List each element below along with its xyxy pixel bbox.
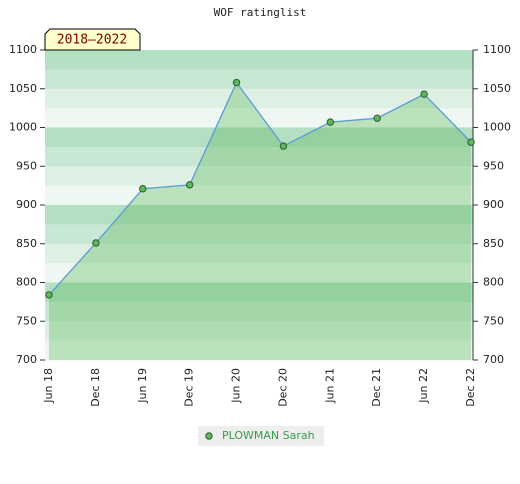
x-tick-label: Dec 21 <box>370 368 383 407</box>
background-stripe <box>45 69 473 90</box>
y-tick-label: 900 <box>16 198 37 211</box>
background-stripe <box>45 282 473 303</box>
point <box>420 90 428 98</box>
background-stripe <box>45 88 473 109</box>
legend-box <box>198 426 324 446</box>
point <box>467 138 475 146</box>
y2-tick-label: 900 <box>483 198 504 211</box>
x-tick-label: Jun 21 <box>323 368 336 404</box>
background-stripe <box>45 108 473 128</box>
background-stripe <box>45 166 473 187</box>
x-tick-label: Jun 20 <box>230 368 243 404</box>
point <box>92 239 100 247</box>
point <box>326 118 335 126</box>
background-stripe <box>45 243 473 264</box>
point <box>139 185 147 193</box>
background-stripe <box>45 205 473 225</box>
x-tick-label: Jun 22 <box>417 368 430 404</box>
y2-tick-label: 850 <box>483 237 504 250</box>
background-stripe <box>45 301 473 322</box>
line <box>48 81 472 296</box>
point <box>373 114 381 122</box>
background-stripe <box>45 146 473 167</box>
x-tick-label: Dec 22 <box>464 368 477 407</box>
point <box>185 181 194 189</box>
area <box>49 82 471 361</box>
background-stripe <box>45 263 473 283</box>
background-stripe <box>45 185 473 206</box>
chart-title: WOF ratinglist <box>214 6 307 19</box>
point <box>45 291 53 299</box>
y2-tick-label: 1050 <box>483 82 511 95</box>
y2-tick-label: 1100 <box>483 43 511 56</box>
x-tick-label: Jun 19 <box>136 368 149 404</box>
y2-tick-label: 750 <box>483 314 504 327</box>
point <box>232 78 241 87</box>
y-tick-label: 850 <box>16 237 37 250</box>
y-tick-label: 800 <box>16 276 37 289</box>
background-stripe <box>45 340 473 361</box>
y2-tick-label: 700 <box>483 353 504 366</box>
y-tick-label: 1050 <box>9 82 37 95</box>
y-tick-label: 950 <box>16 159 37 172</box>
background-stripe <box>45 224 473 245</box>
annotation-box <box>44 28 141 51</box>
y-tick-label: 700 <box>16 353 37 366</box>
legend: PLOWMAN Sarah <box>198 426 324 446</box>
y2-tick-label: 800 <box>483 276 504 289</box>
y2-tick-label: 1000 <box>483 121 511 134</box>
y-tick-label: 750 <box>16 314 37 327</box>
x-tick-label: Dec 19 <box>183 368 196 407</box>
y-tick-label: 1000 <box>9 121 37 134</box>
annotation: 2018–2022 <box>57 33 127 48</box>
x-tick-label: Dec 20 <box>276 368 289 407</box>
legend-label: PLOWMAN Sarah <box>222 429 315 442</box>
point <box>279 142 288 150</box>
background-stripe <box>45 50 473 70</box>
y2-tick-label: 950 <box>483 159 504 172</box>
background-stripe <box>45 127 473 148</box>
legend-marker <box>205 432 213 440</box>
background-stripe <box>45 321 473 342</box>
y-tick-label: 1100 <box>9 43 37 56</box>
x-tick-label: Jun 18 <box>42 368 55 404</box>
x-tick-label: Dec 18 <box>89 368 102 407</box>
